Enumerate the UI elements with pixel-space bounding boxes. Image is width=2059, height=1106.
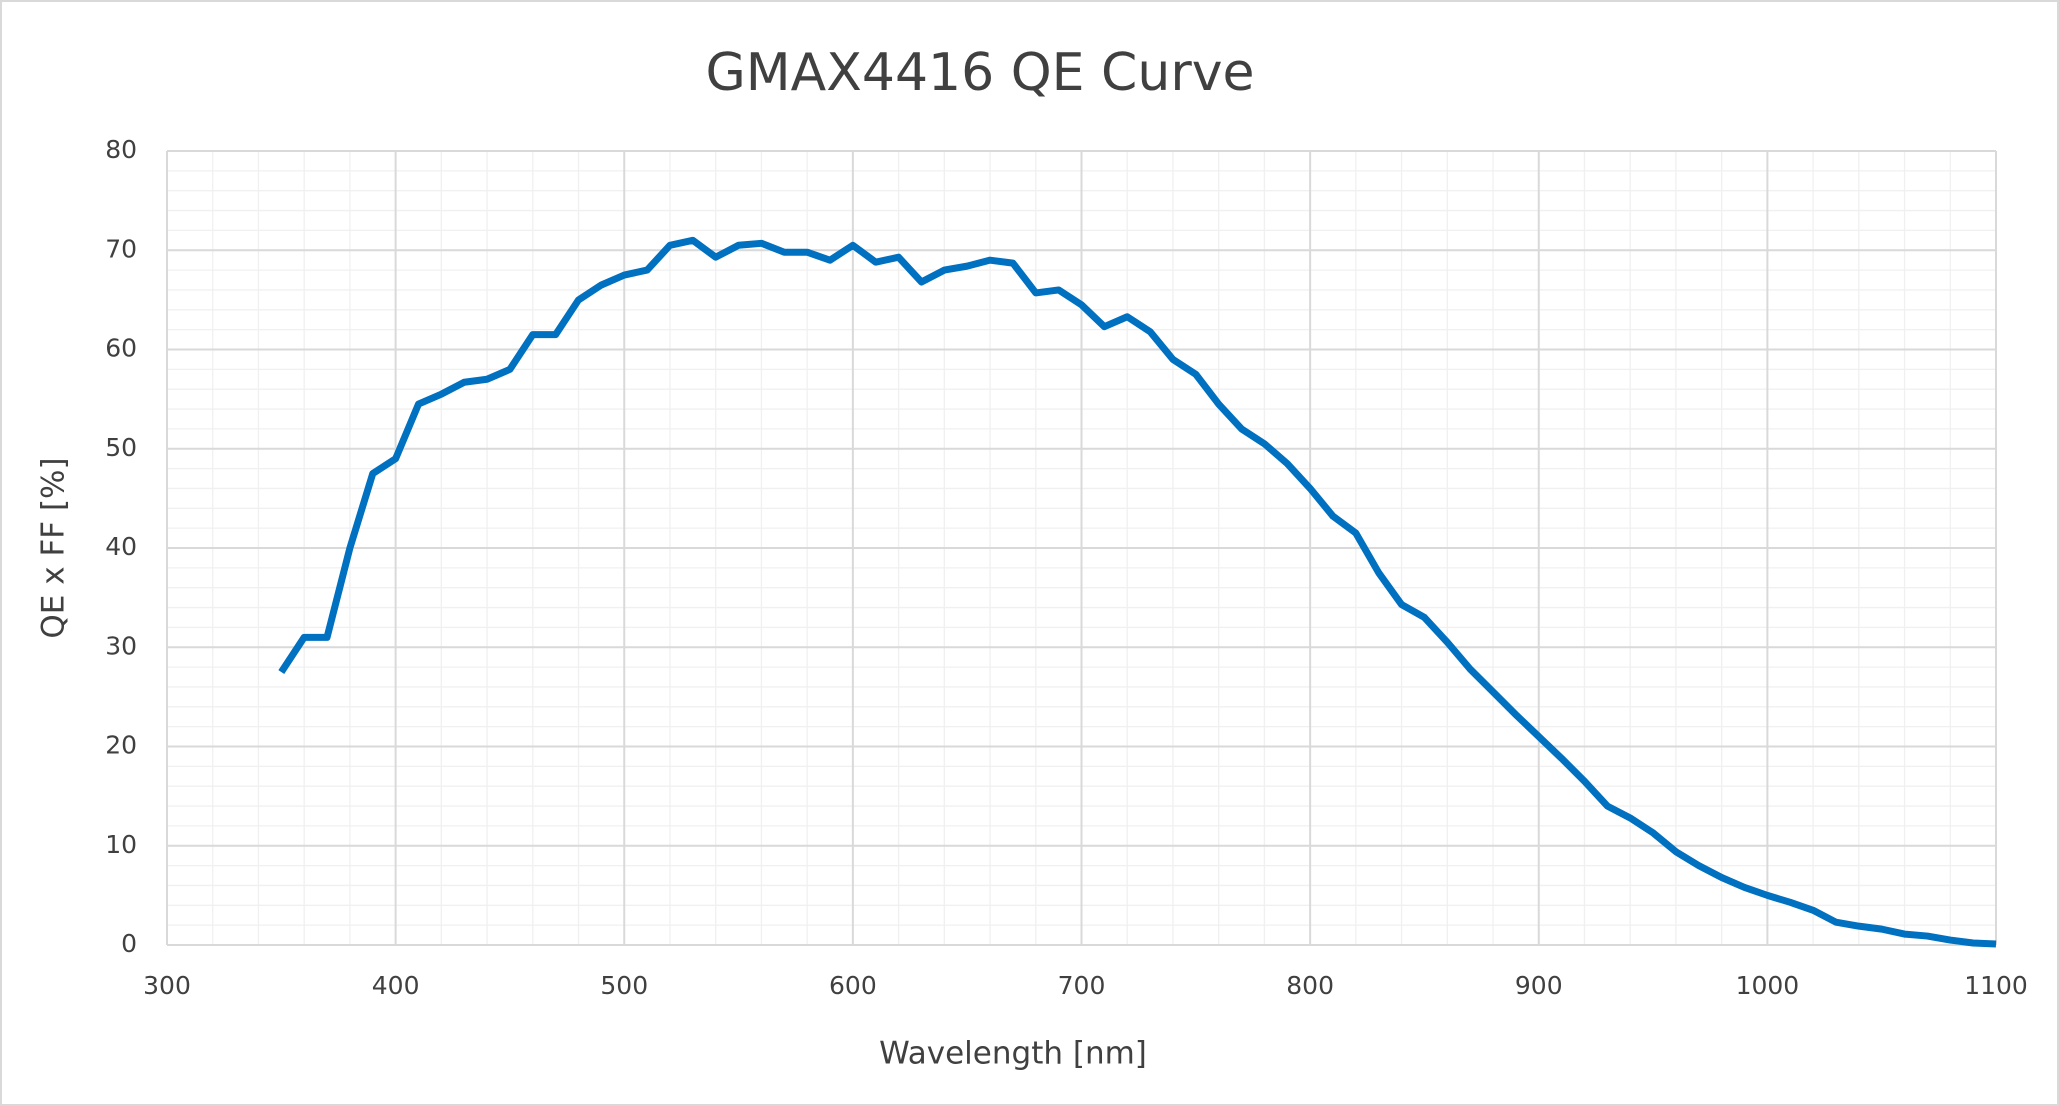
chart-title: GMAX4416 QE Curve	[706, 43, 1255, 103]
y-tick-label: 0	[121, 929, 137, 958]
x-tick-label: 800	[1286, 971, 1334, 1000]
x-tick-label: 300	[143, 971, 191, 1000]
x-tick-label: 1000	[1736, 971, 1800, 1000]
x-tick-label: 400	[372, 971, 420, 1000]
y-tick-label: 80	[105, 135, 137, 164]
y-tick-label: 40	[105, 532, 137, 561]
y-tick-label: 20	[105, 731, 137, 760]
y-tick-label: 50	[105, 433, 137, 462]
y-tick-label: 60	[105, 334, 137, 363]
y-tick-label: 70	[105, 234, 137, 263]
data-line	[278, 236, 1997, 948]
x-tick-label: 600	[829, 971, 877, 1000]
y-tick-label: 30	[105, 631, 137, 660]
x-tick-label: 700	[1058, 971, 1106, 1000]
x-axis-label: Wavelength [nm]	[879, 1036, 1147, 1072]
y-axis-label: QE x FF [%]	[36, 457, 72, 638]
x-tick-label: 1100	[1964, 971, 2028, 1000]
y-tick-label: 10	[105, 830, 137, 859]
x-tick-label: 500	[600, 971, 648, 1000]
x-tick-label: 900	[1515, 971, 1563, 1000]
